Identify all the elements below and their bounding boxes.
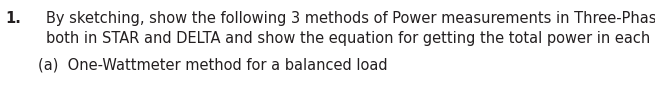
Text: both in STAR and DELTA and show the equation for getting the total power in each: both in STAR and DELTA and show the equa… [46, 31, 655, 46]
Text: 1.: 1. [5, 11, 22, 26]
Text: (a)  One-Wattmeter method for a balanced load: (a) One-Wattmeter method for a balanced … [37, 57, 387, 72]
Text: By sketching, show the following 3 methods of Power measurements in Three-Phase : By sketching, show the following 3 metho… [46, 11, 655, 26]
